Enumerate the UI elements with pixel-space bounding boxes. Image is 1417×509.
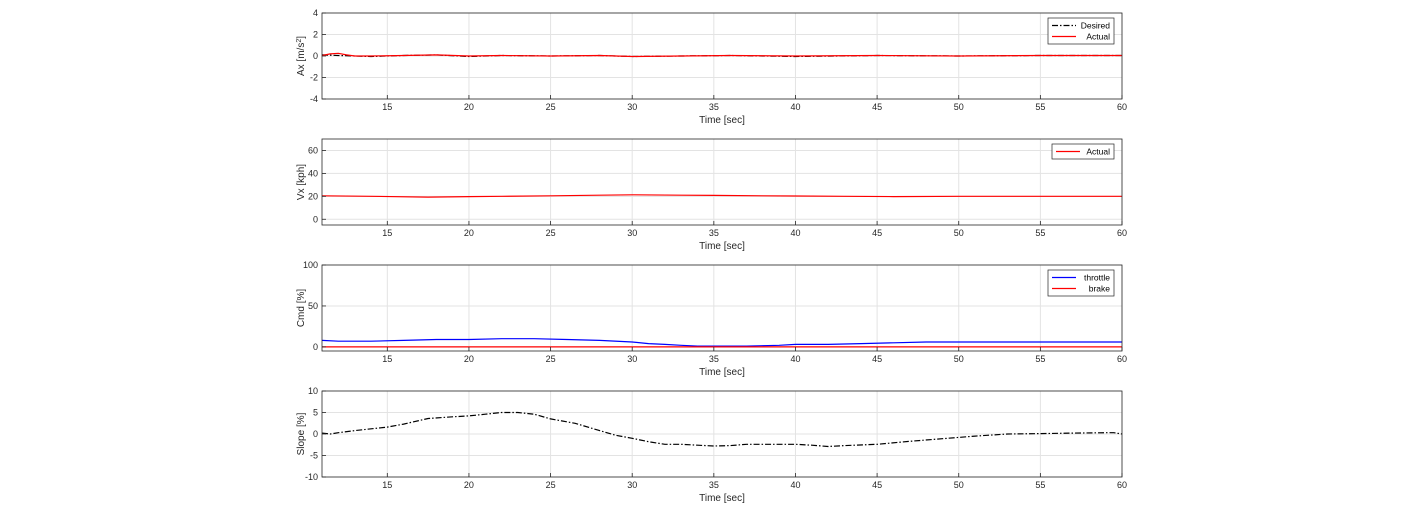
series-line-actual <box>321 194 1122 198</box>
legend-entry-label: brake <box>1089 284 1111 294</box>
x-tick-label: 40 <box>790 354 800 364</box>
x-tick-label: 30 <box>627 354 637 364</box>
x-tick-label: 25 <box>546 480 556 490</box>
x-tick-label: 35 <box>709 354 719 364</box>
y-tick-label: -4 <box>310 94 318 104</box>
legend: Actual <box>1051 143 1115 160</box>
plot-area <box>322 265 1122 351</box>
x-tick-label: 40 <box>790 228 800 238</box>
legend-entry-label: Actual <box>1086 32 1110 42</box>
x-tick-label: 50 <box>954 480 964 490</box>
x-tick-label: 45 <box>872 354 882 364</box>
x-axis-label: Time [sec] <box>699 367 745 378</box>
y-tick-label: 100 <box>303 260 318 270</box>
x-tick-label: 35 <box>709 480 719 490</box>
x-axis-label: Time [sec] <box>699 241 745 252</box>
x-tick-label: 50 <box>954 102 964 112</box>
x-tick-label: 20 <box>464 228 474 238</box>
x-tick-label: 40 <box>790 102 800 112</box>
x-tick-label: 50 <box>954 228 964 238</box>
x-tick-label: 20 <box>464 480 474 490</box>
x-tick-label: 55 <box>1035 480 1045 490</box>
y-axis-label: Vx [kph] <box>296 164 307 200</box>
y-tick-label: 2 <box>313 30 318 40</box>
x-tick-label: 45 <box>872 228 882 238</box>
legend-entry-label: Desired <box>1081 21 1111 31</box>
x-tick-label: 55 <box>1035 102 1045 112</box>
x-tick-label: 30 <box>627 480 637 490</box>
x-tick-label: 30 <box>627 102 637 112</box>
x-tick-label: 35 <box>709 228 719 238</box>
y-tick-label: 0 <box>313 342 318 352</box>
axes-frame <box>321 264 1123 352</box>
legend-box <box>1047 17 1115 45</box>
y-tick-label: 4 <box>313 8 318 18</box>
x-tick-label: 15 <box>382 480 392 490</box>
y-tick-label: 10 <box>308 386 318 396</box>
axes-frame <box>321 138 1123 226</box>
x-tick-label: 45 <box>872 480 882 490</box>
x-tick-label: 60 <box>1117 354 1127 364</box>
legend-entry-label: throttle <box>1084 273 1110 283</box>
subplot-3: 15 20 25 30 35 40 45 50 55 60 0 50 100 Time [sec] Cmd … <box>296 260 1127 378</box>
legend-box <box>1047 269 1115 297</box>
legend-box <box>1051 143 1115 160</box>
x-tick-label: 40 <box>790 480 800 490</box>
plot-area <box>322 139 1122 225</box>
x-tick-label: 20 <box>464 102 474 112</box>
series-line-throttle <box>321 338 1122 347</box>
y-tick-label: -10 <box>305 472 318 482</box>
x-tick-label: 25 <box>546 354 556 364</box>
y-axis-label: Ax [m/s2] <box>296 36 308 76</box>
y-tick-label: 0 <box>313 51 318 61</box>
x-tick-label: 15 <box>382 354 392 364</box>
x-tick-label: 45 <box>872 102 882 112</box>
x-tick-label: 15 <box>382 102 392 112</box>
legend-entry-label: Actual <box>1086 147 1110 157</box>
y-axis-label: Slope [%] <box>296 412 307 455</box>
y-tick-label: 0 <box>313 429 318 439</box>
y-tick-label: 0 <box>313 214 318 224</box>
y-tick-label: -5 <box>310 451 318 461</box>
subplot-2: 15 20 25 30 35 40 45 50 55 60 0 20 40 60 Time [sec] Vx … <box>296 138 1127 252</box>
x-tick-label: 60 <box>1117 480 1127 490</box>
x-tick-label: 25 <box>546 228 556 238</box>
y-tick-label: 60 <box>308 145 318 155</box>
y-tick-label: -2 <box>310 73 318 83</box>
x-tick-label: 35 <box>709 102 719 112</box>
y-tick-label: 20 <box>308 191 318 201</box>
x-tick-label: 30 <box>627 228 637 238</box>
x-tick-label: 15 <box>382 228 392 238</box>
y-axis-label: Cmd [%] <box>296 289 307 328</box>
x-tick-label: 20 <box>464 354 474 364</box>
y-tick-label: 40 <box>308 168 318 178</box>
x-tick-label: 25 <box>546 102 556 112</box>
y-tick-label: 50 <box>308 301 318 311</box>
subplot-1: 15 20 25 30 35 40 45 50 55 60 -4 -2 0 2 4 Time [sec] Ax … <box>296 8 1128 126</box>
subplot-4: 15 20 25 30 35 40 45 50 55 60 -10 -5 0 5 10 Time [sec] S… <box>296 386 1127 504</box>
x-tick-label: 55 <box>1035 228 1045 238</box>
x-tick-label: 50 <box>954 354 964 364</box>
x-tick-label: 60 <box>1117 228 1127 238</box>
y-tick-label: 5 <box>313 408 318 418</box>
series-line-actual <box>321 52 1122 58</box>
x-axis-label: Time [sec] <box>699 115 745 126</box>
x-axis-label: Time [sec] <box>699 493 745 504</box>
series-line-slope <box>321 411 1123 448</box>
x-tick-label: 60 <box>1117 102 1127 112</box>
x-tick-label: 55 <box>1035 354 1045 364</box>
